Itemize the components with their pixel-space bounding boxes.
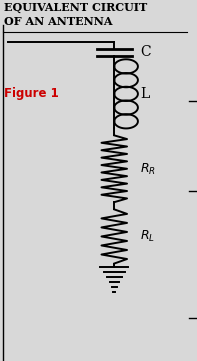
Text: EQUIVALENT CIRCUIT: EQUIVALENT CIRCUIT [4,2,147,13]
Text: L: L [140,87,149,101]
Text: C: C [140,45,151,59]
Text: $R_L$: $R_L$ [140,229,155,244]
Text: Figure 1: Figure 1 [4,87,59,100]
Text: $R_R$: $R_R$ [140,162,156,177]
Text: OF AN ANTENNA: OF AN ANTENNA [4,16,112,27]
